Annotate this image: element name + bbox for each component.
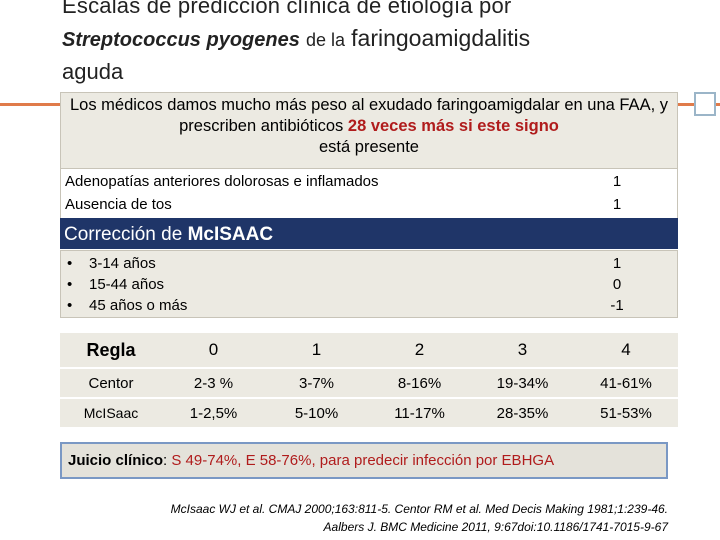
title-disease: faringoamigdalitis — [351, 25, 531, 51]
table-cell: 8-16% — [368, 369, 471, 397]
age-value: -1 — [610, 297, 624, 314]
age-item: • 15-44 años — [67, 276, 165, 293]
slide-title: Escalas de predicción clínica de etiolog… — [62, 0, 712, 88]
table-cell: 1-2,5% — [162, 399, 265, 427]
correction-name: McISAAC — [187, 224, 274, 245]
callout-box: Los médicos damos mucho más peso al exud… — [60, 92, 678, 170]
reference-line-2: Aalbers J. BMC Medicine 2011, 9:67doi:10… — [323, 520, 668, 534]
correction-prefix: Corrección de — [64, 224, 188, 245]
table-cell: McISaac — [60, 399, 162, 427]
callout-text-b: está presente — [319, 138, 419, 156]
title-line-2: Streptococcus pyogenes de la faringoamig… — [62, 22, 712, 56]
criteria-label-tos: Ausencia de tos — [65, 196, 172, 213]
table-header-cell: 1 — [265, 333, 368, 367]
age-box: • 3-14 años 1 • 15-44 años 0 • 45 años o má… — [60, 250, 678, 318]
age-value: 1 — [612, 255, 622, 272]
title-line-3: aguda — [62, 59, 124, 84]
references: McIsaac WJ et al. CMAJ 2000;163:811-5. C… — [40, 500, 668, 536]
table-cell: 51-53% — [574, 399, 678, 427]
juicio-label: Juicio clínico — [68, 452, 164, 469]
title-species: Streptococcus pyogenes — [62, 29, 300, 51]
table-cell: 2-3 % — [162, 369, 265, 397]
table-header-cell: Regla — [60, 333, 162, 367]
age-item: • 3-14 años — [67, 255, 156, 272]
prediction-table: Regla 0 1 2 3 4 Centor 2-3 % 3-7% 8-16% … — [60, 331, 678, 429]
table-header-cell: 2 — [368, 333, 471, 367]
clinical-judgment-box: Juicio clínico: S 49-74%, E 58-76%, para… — [60, 442, 668, 479]
table-cell: 5-10% — [265, 399, 368, 427]
table-cell: 41-61% — [574, 369, 678, 397]
table-row: McISaac 1-2,5% 5-10% 11-17% 28-35% 51-53… — [60, 399, 678, 427]
reference-line-1: McIsaac WJ et al. CMAJ 2000;163:811-5. C… — [170, 502, 668, 516]
criteria-value-tos: 1 — [612, 196, 622, 213]
mcisaac-correction-bar: Corrección de McISAAC — [60, 218, 678, 249]
table-header-cell: 4 — [574, 333, 678, 367]
table-cell: 11-17% — [368, 399, 471, 427]
callout-text-red: 28 veces más si este signo — [347, 117, 559, 135]
table-header-cell: 0 — [162, 333, 265, 367]
juicio-colon: : — [163, 452, 168, 469]
age-item: • 45 años o más — [67, 297, 188, 314]
callout-text-a: Los médicos damos mucho más peso al exud… — [69, 96, 668, 135]
criteria-value-adenopatias: 1 — [612, 173, 622, 190]
table-header-row: Regla 0 1 2 3 4 — [60, 333, 678, 367]
juicio-value: S 49-74%, E 58-76%, para predecir infecc… — [167, 452, 555, 469]
title-de-la: de la — [305, 30, 346, 50]
criteria-box: Adenopatías anteriores dolorosas e infla… — [60, 168, 678, 219]
criteria-label-adenopatias: Adenopatías anteriores dolorosas e infla… — [65, 173, 379, 190]
title-line-1: Escalas de predicción clínica de etiolog… — [62, 0, 512, 18]
table-cell: 3-7% — [265, 369, 368, 397]
table-cell: 19-34% — [471, 369, 574, 397]
table-cell: 28-35% — [471, 399, 574, 427]
table-header-cell: 3 — [471, 333, 574, 367]
table-row: Centor 2-3 % 3-7% 8-16% 19-34% 41-61% — [60, 369, 678, 397]
age-value: 0 — [612, 276, 622, 293]
table-cell: Centor — [60, 369, 162, 397]
accent-box — [694, 92, 716, 116]
